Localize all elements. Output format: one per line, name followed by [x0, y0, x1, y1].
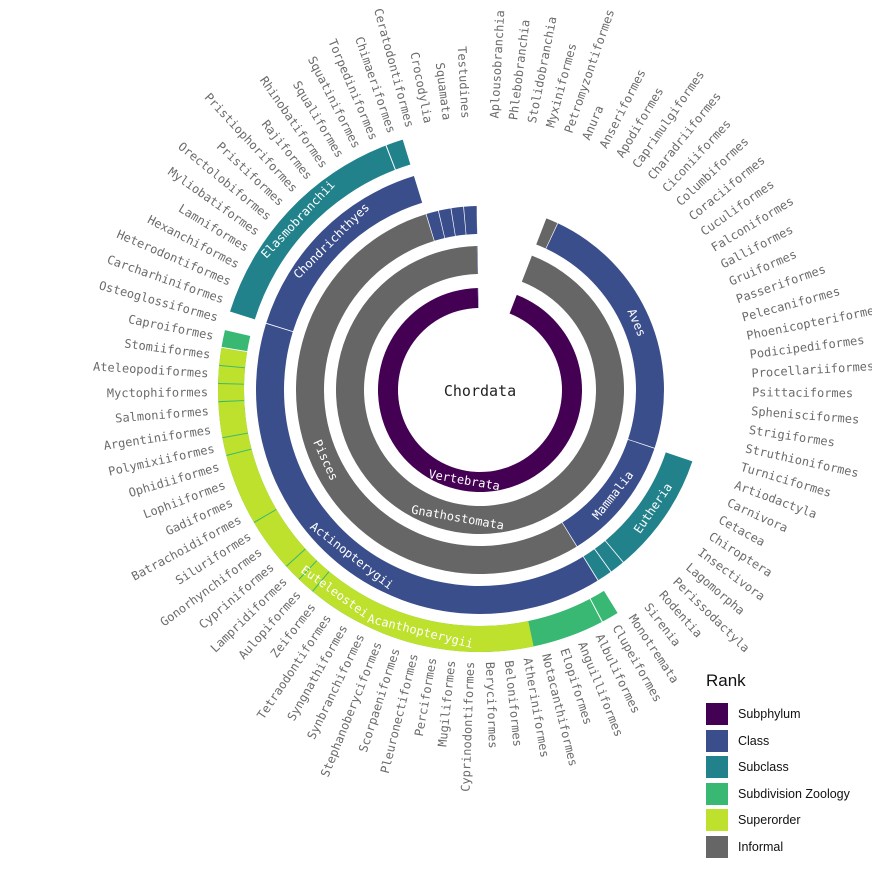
leaf-label: Cyprinodontiformes	[459, 662, 478, 792]
wedge-unnamed-14[interactable]	[386, 139, 411, 170]
legend-label: Subdivision Zoology	[738, 786, 850, 801]
wedge-unnamed-10[interactable]	[218, 384, 245, 402]
wedge-unnamed-18[interactable]	[463, 206, 477, 235]
legend-swatch	[706, 809, 728, 832]
leaf-label: Myctophiformes	[107, 385, 208, 400]
leaf-label: Testudines	[455, 46, 473, 119]
legend-item: Informal	[706, 834, 868, 861]
legend-label: Subphylum	[738, 707, 801, 722]
wedge-unnamed-8[interactable]	[222, 433, 252, 456]
wedge-unnamed-15[interactable]	[426, 210, 445, 241]
leaf-label: Stomiiformes	[123, 337, 211, 362]
leaf-label: Mugiliformes	[435, 660, 458, 748]
wedge-unnamed-12[interactable]	[219, 347, 248, 368]
wedge-unnamed-21[interactable]	[475, 206, 478, 235]
wedge-unnamed-16[interactable]	[438, 208, 456, 238]
wedge-unnamed-1[interactable]	[594, 540, 623, 572]
leaf-label: Beryciformes	[483, 662, 500, 749]
wedge-chondrichthyes[interactable]	[266, 175, 423, 332]
sunburst-arcs	[217, 139, 693, 652]
wedge-unnamed-7[interactable]	[226, 449, 277, 523]
legend-label: Class	[738, 733, 770, 748]
legend-item: Subclass	[706, 754, 868, 781]
legend-swatch	[706, 703, 728, 726]
wedge-aves[interactable]	[546, 223, 664, 448]
wedge-unnamed-3[interactable]	[590, 590, 618, 622]
wedge-unnamed-20[interactable]	[476, 246, 478, 275]
wedge-mammalia[interactable]	[562, 439, 655, 547]
legend-item: Superorder	[706, 807, 868, 834]
wedge-unnamed-9[interactable]	[218, 401, 248, 438]
wedge-unnamed-5[interactable]	[286, 549, 317, 579]
wedge-acanthopterygii[interactable]	[312, 571, 534, 652]
leaf-label: Aplousobranchia	[487, 10, 507, 119]
legend-swatch	[706, 729, 728, 752]
legend-title: Rank	[706, 671, 746, 690]
wedge-unnamed-17[interactable]	[451, 206, 466, 236]
wedge-unnamed-13[interactable]	[221, 330, 251, 352]
wedge-unnamed-4[interactable]	[299, 560, 329, 592]
wedge-eutheria[interactable]	[605, 452, 693, 562]
leaf-label: Salmoniformes	[115, 404, 210, 425]
leaf-label: Psittaciformes	[752, 385, 853, 400]
legend-swatch	[706, 756, 728, 779]
wedge-actinopterygii[interactable]	[255, 323, 598, 615]
legend-items: Subphylum Class Subclass Subdivision Zoolog…	[706, 701, 868, 860]
leaf-label: Squamata	[433, 62, 454, 121]
wedge-unnamed-19[interactable]	[477, 288, 479, 309]
legend-item: Subdivision Zoology	[706, 781, 868, 808]
legend-label: Superorder	[738, 813, 801, 828]
legend: Rank Subphylum Class Subclass Subdivision Z…	[706, 671, 868, 860]
wedge-unnamed-0[interactable]	[536, 218, 558, 249]
leaf-label: Beloniformes	[502, 660, 525, 748]
leaf-label: Procellariiformes	[751, 359, 872, 380]
legend-label: Subclass	[738, 760, 789, 775]
wedge-elasmobranchii[interactable]	[230, 145, 395, 320]
center-label: Chordata	[444, 382, 516, 400]
wedge-unnamed-11[interactable]	[218, 365, 245, 384]
wedge-unnamed-2[interactable]	[583, 549, 611, 581]
leaf-label: Ateleopodiformes	[93, 360, 209, 381]
legend-label: Informal	[738, 839, 784, 854]
legend-swatch	[706, 835, 728, 858]
wedge-unnamed-6[interactable]	[254, 509, 306, 566]
wedge-pisces[interactable]	[296, 214, 577, 574]
legend-item: Class	[706, 728, 868, 755]
legend-swatch	[706, 782, 728, 805]
leaf-label: Sphenisciformes	[751, 404, 860, 427]
legend-item: Subphylum	[706, 701, 868, 728]
